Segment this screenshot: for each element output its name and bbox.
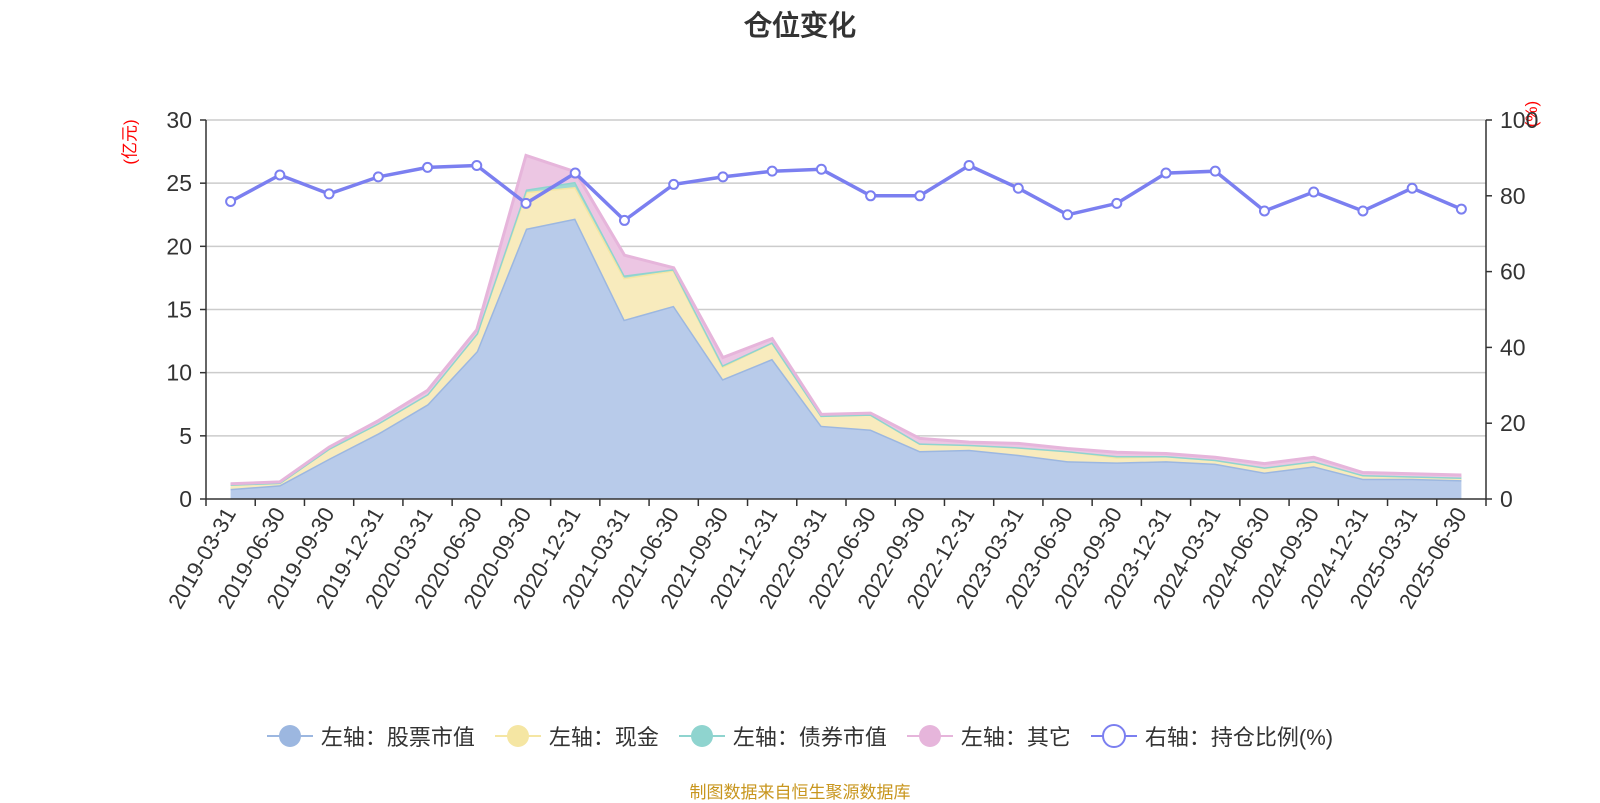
area-series-line-3 [230, 153, 1462, 486]
ratio-point [668, 178, 680, 190]
chart-title: 仓位变化 [743, 10, 856, 41]
right-tick-label: 80 [1500, 183, 1526, 209]
ratio-line [229, 163, 1463, 223]
legend-marker-icon [906, 722, 961, 750]
ratio-point [471, 159, 483, 171]
ratio-point [569, 167, 581, 179]
left-tick-label: 20 [166, 233, 192, 259]
legend-label: 左轴：债券市值 [732, 725, 887, 750]
legend-marker-icon [494, 722, 549, 750]
ratio-point [1357, 205, 1369, 217]
ratio-point [815, 163, 827, 175]
legend-label: 右轴：持仓比例(%) [1144, 725, 1334, 750]
ratio-point [963, 159, 975, 171]
chart-plot: 0510152025300204060801002019-03-312019-0… [163, 107, 1538, 613]
ratio-point [1209, 165, 1221, 177]
ratio-point [274, 169, 286, 181]
right-tick-label: 20 [1500, 410, 1526, 436]
legend-marker-icon [266, 722, 321, 750]
legend-marker-icon [678, 722, 733, 750]
ratio-point [1012, 182, 1024, 194]
ratio-point [1406, 182, 1418, 194]
left-tick-label: 0 [179, 486, 192, 512]
legend-label: 左轴：现金 [548, 725, 659, 750]
left-tick-label: 15 [166, 297, 192, 323]
legend: 左轴：股票市值 左轴：现金 左轴：债券市值 左轴：其它 右轴：持仓比例(%) [0, 720, 1600, 752]
ratio-point [520, 197, 532, 209]
legend-item-0[interactable]: 左轴：股票市值 [266, 720, 475, 752]
legend-item-4[interactable]: 右轴：持仓比例(%) [1090, 720, 1334, 752]
ratio-point [1111, 197, 1123, 209]
legend-item-2[interactable]: 左轴：债券市值 [678, 720, 887, 752]
right-tick-label: 60 [1500, 259, 1526, 285]
right-tick-label: 40 [1500, 334, 1526, 360]
legend-marker-icon [1090, 722, 1145, 750]
area-series-0 [230, 218, 1462, 499]
left-tick-label: 25 [166, 170, 192, 196]
legend-label: 左轴：股票市值 [320, 725, 475, 750]
right-tick-label: 100 [1500, 107, 1538, 133]
ratio-point [1062, 209, 1074, 221]
ratio-point [422, 161, 434, 173]
area-series-1 [230, 187, 1462, 489]
ratio-point [1308, 186, 1320, 198]
ratio-point [914, 190, 926, 202]
ratio-point [1455, 203, 1467, 215]
ratio-point [372, 171, 384, 183]
left-tick-label: 10 [166, 360, 192, 386]
ratio-point [865, 190, 877, 202]
ratio-point [717, 171, 729, 183]
ratio-point [225, 195, 237, 207]
ratio-point [618, 214, 630, 226]
legend-item-3[interactable]: 左轴：其它 [906, 720, 1071, 752]
legend-label: 左轴：其它 [960, 725, 1071, 750]
left-tick-label: 30 [166, 107, 192, 133]
ratio-point [766, 165, 778, 177]
legend-item-1[interactable]: 左轴：现金 [494, 720, 659, 752]
right-tick-label: 0 [1500, 486, 1513, 512]
left-tick-label: 5 [179, 423, 192, 449]
ratio-point [1160, 167, 1172, 179]
source-note: 制图数据来自恒生聚源数据库 [689, 783, 911, 802]
ratio-point [1258, 205, 1270, 217]
ratio-point [323, 188, 335, 200]
